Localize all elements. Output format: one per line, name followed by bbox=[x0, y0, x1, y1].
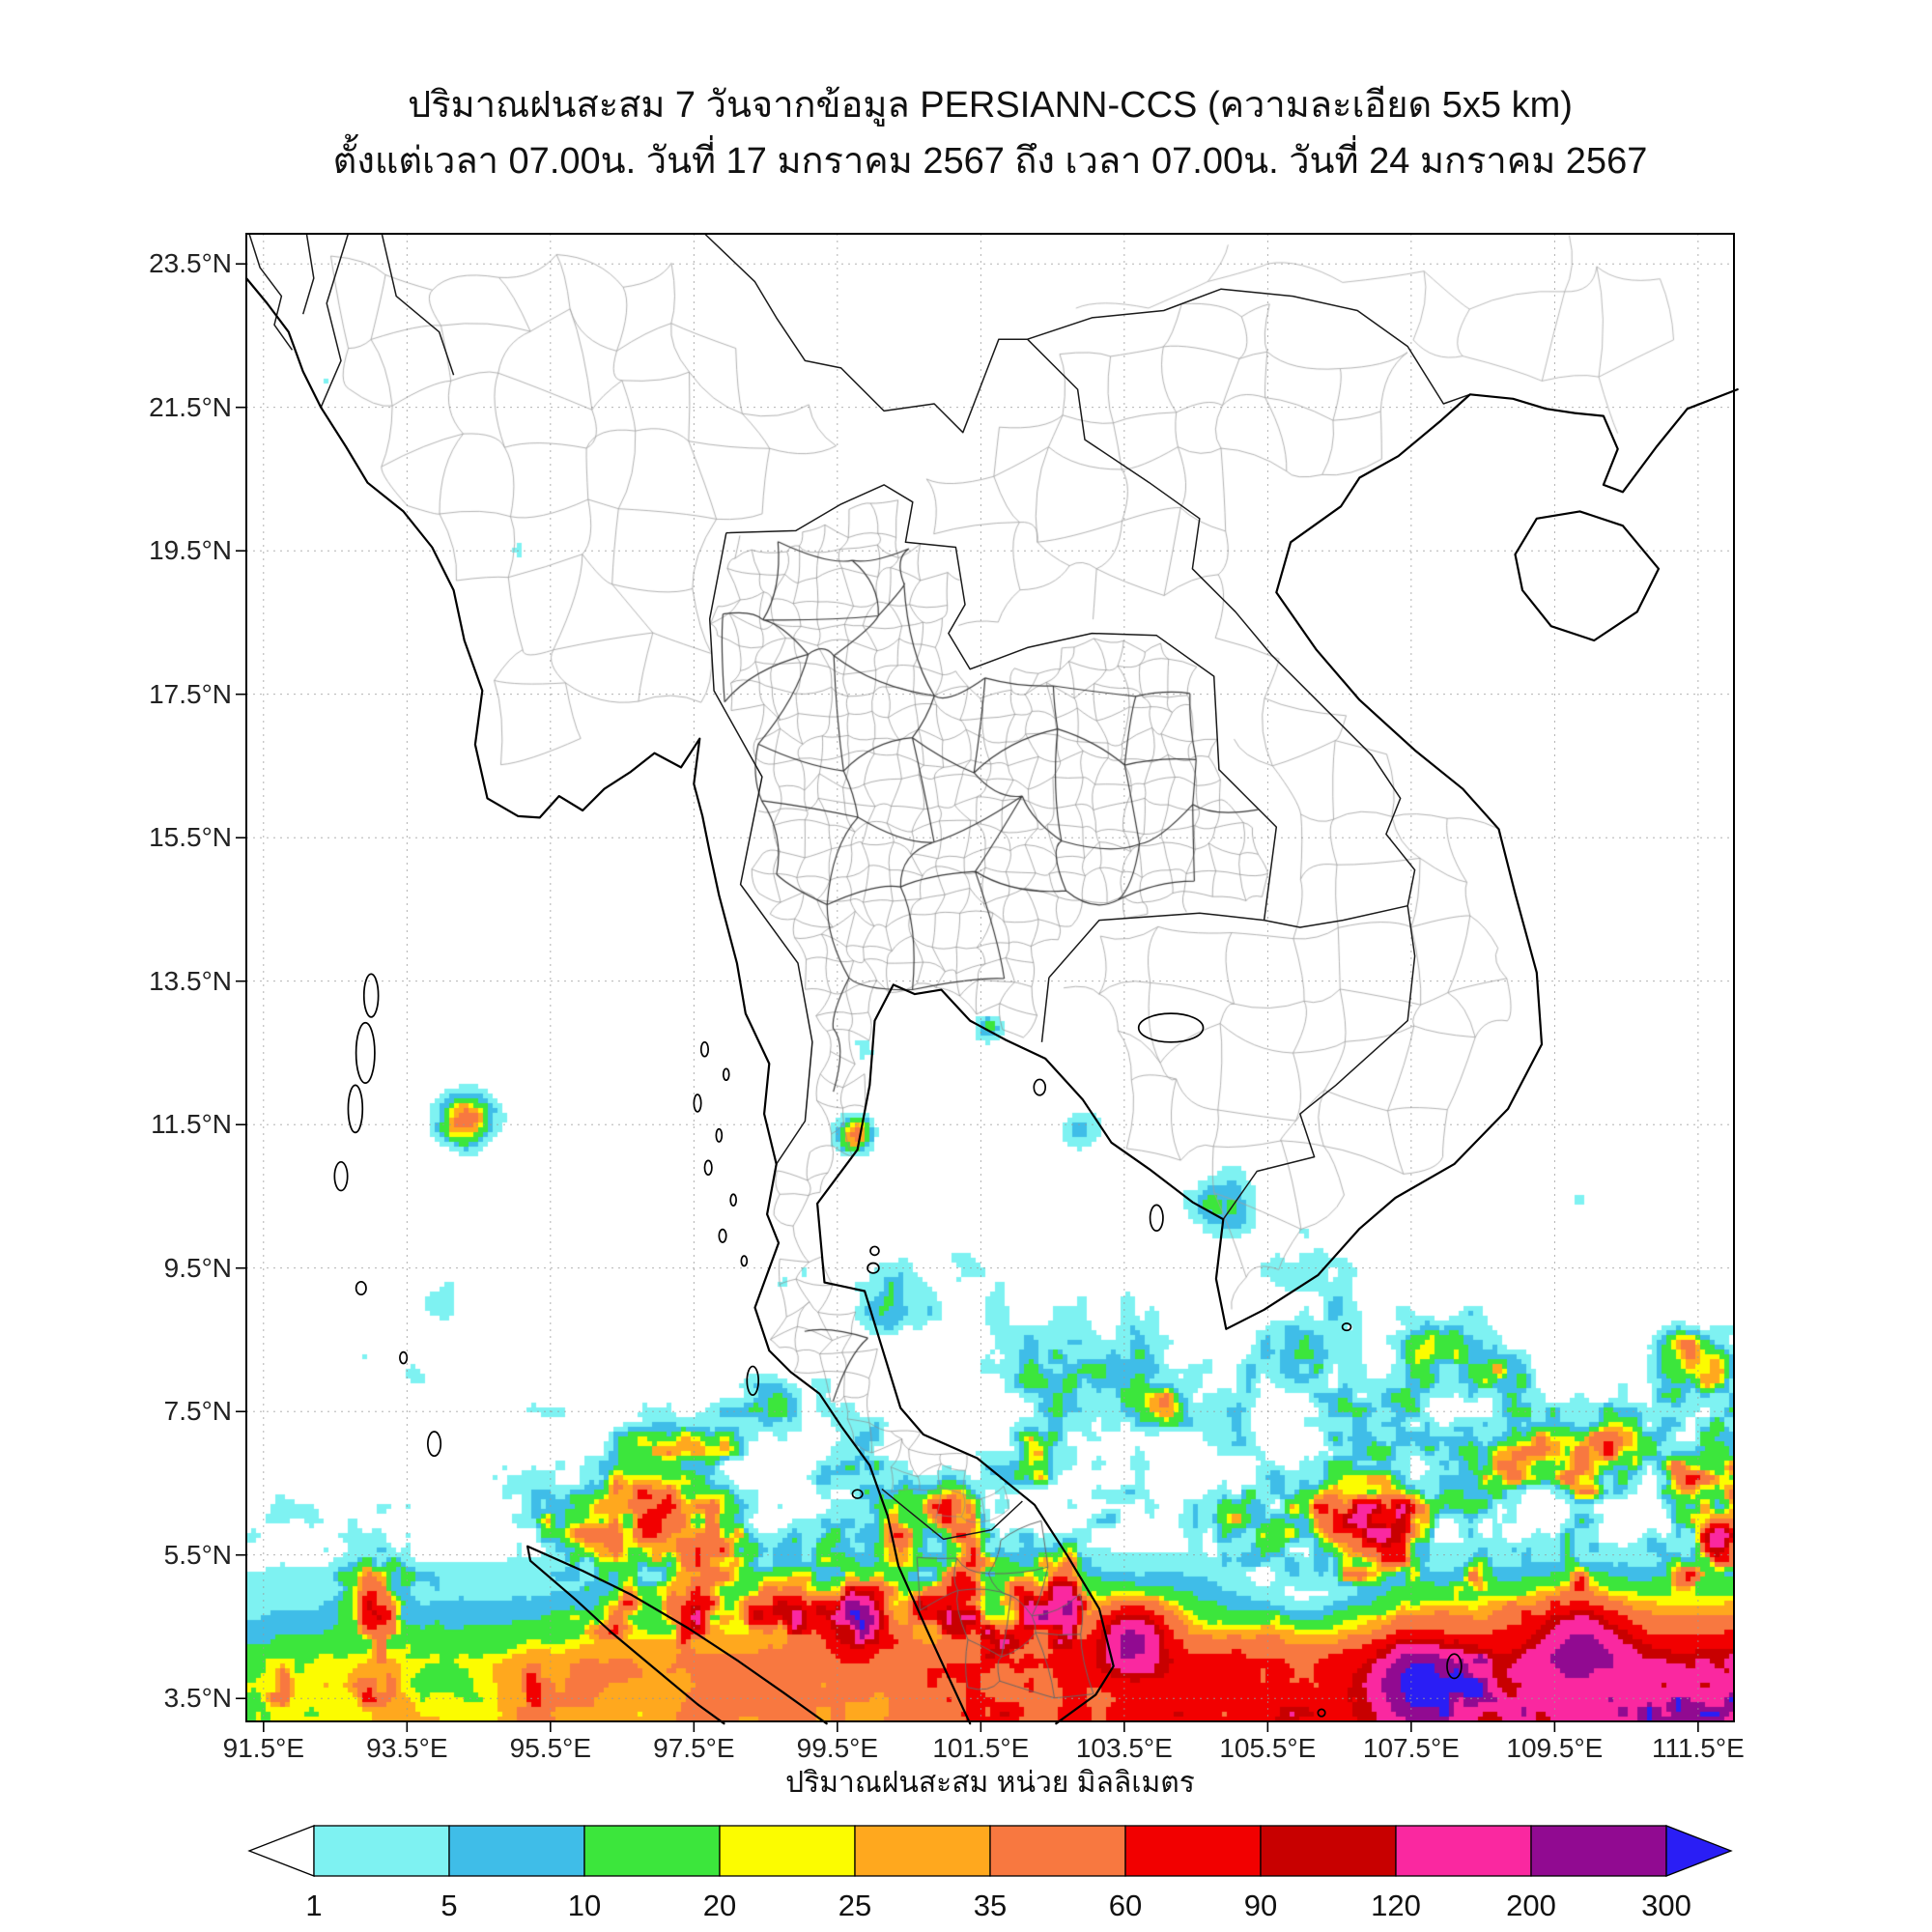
country-border bbox=[301, 233, 315, 315]
island-outline bbox=[399, 1350, 409, 1365]
island-outline bbox=[715, 1127, 724, 1143]
y-axis-tick-label: 23.5°N bbox=[149, 248, 232, 279]
country-border bbox=[320, 233, 350, 408]
island-outline bbox=[1317, 1708, 1326, 1718]
coastline bbox=[1514, 510, 1661, 642]
colorbar-segment bbox=[313, 1825, 450, 1877]
x-axis-tick-label: 93.5°E bbox=[366, 1733, 448, 1763]
island-outline bbox=[1149, 1204, 1164, 1232]
precipitation-raster bbox=[246, 234, 1734, 1721]
island-outline bbox=[746, 1365, 760, 1397]
y-axis-tick-label: 3.5°N bbox=[163, 1683, 232, 1714]
x-axis-tick-label: 99.5°E bbox=[796, 1733, 879, 1763]
x-axis-tick-label: 101.5°E bbox=[932, 1733, 1030, 1763]
colorbar-tick-label: 25 bbox=[838, 1889, 871, 1922]
map-frame bbox=[245, 233, 1735, 1722]
x-axis-tick-label: 105.5°E bbox=[1219, 1733, 1317, 1763]
colorbar-legend: 1 5 10 20 25 35 60 90 120 200 300 bbox=[247, 1825, 1733, 1922]
y-axis-tick-label: 13.5°N bbox=[149, 965, 232, 996]
colorbar-tick-label: 35 bbox=[974, 1889, 1007, 1922]
country-border bbox=[1040, 977, 1050, 1042]
colorbar-tick-label: 1 bbox=[305, 1889, 322, 1922]
island-outline bbox=[729, 1193, 737, 1207]
x-axis-tick-label: 111.5°E bbox=[1651, 1733, 1745, 1763]
x-axis-tick-label: 95.5°E bbox=[509, 1733, 592, 1763]
x-axis-tick-label: 103.5°E bbox=[1075, 1733, 1173, 1763]
y-axis-tick-label: 21.5°N bbox=[149, 391, 232, 422]
colorbar-segment bbox=[854, 1825, 991, 1877]
colorbar-tick-label: 200 bbox=[1506, 1889, 1556, 1922]
colorbar-segment bbox=[448, 1825, 585, 1877]
chart-title: ปริมาณฝนสะสม 7 วันจากข้อมูล PERSIANN-CCS… bbox=[408, 85, 1573, 126]
colorbar-tick-label: 20 bbox=[703, 1889, 736, 1922]
country-border bbox=[1027, 338, 1416, 906]
island-outline bbox=[1341, 1322, 1352, 1332]
island-outline bbox=[693, 1094, 702, 1113]
x-axis-tick-label: 107.5°E bbox=[1362, 1733, 1460, 1763]
country-border bbox=[725, 484, 1278, 921]
island-outline bbox=[427, 1431, 442, 1458]
island-outline bbox=[347, 1084, 364, 1134]
country-border bbox=[881, 1488, 1023, 1541]
map-linework-overlay bbox=[236, 233, 1739, 1732]
country-border bbox=[1222, 905, 1416, 1220]
colorbar-segment bbox=[1395, 1825, 1532, 1877]
colorbar-segment bbox=[1530, 1825, 1667, 1877]
island-outline bbox=[355, 1021, 376, 1085]
country-border bbox=[381, 233, 455, 376]
y-axis-tick-label: 11.5°N bbox=[151, 1109, 232, 1140]
country-border bbox=[248, 233, 294, 351]
coastline bbox=[816, 388, 1739, 1725]
country-border bbox=[1048, 912, 1264, 979]
colorbar-tick-label: 60 bbox=[1109, 1889, 1142, 1922]
coastline bbox=[526, 1545, 828, 1725]
island-outline bbox=[718, 1228, 727, 1243]
y-axis-tick-label: 5.5°N bbox=[163, 1539, 232, 1570]
island-outline bbox=[703, 1159, 713, 1177]
island-outline bbox=[1137, 1012, 1205, 1043]
island-outline bbox=[867, 1262, 880, 1274]
island-outline bbox=[1446, 1653, 1463, 1680]
country-border bbox=[1264, 904, 1408, 928]
country-border bbox=[703, 233, 1028, 434]
island-outline bbox=[740, 1255, 749, 1267]
island-outline bbox=[699, 1040, 710, 1058]
x-axis-tick-label: 109.5°E bbox=[1506, 1733, 1604, 1763]
island-outline bbox=[851, 1489, 864, 1499]
colorbar-segment bbox=[583, 1825, 721, 1877]
colorbar-segment bbox=[989, 1825, 1126, 1877]
colorbar-underflow-arrow bbox=[247, 1825, 315, 1877]
island-outline bbox=[869, 1245, 880, 1257]
y-axis-tick-label: 15.5°N bbox=[149, 822, 232, 853]
y-axis-tick-label: 19.5°N bbox=[149, 535, 232, 566]
island-outline bbox=[362, 973, 380, 1018]
colorbar-segment bbox=[1124, 1825, 1262, 1877]
island-outline bbox=[355, 1280, 367, 1296]
colorbar-tick-label: 90 bbox=[1244, 1889, 1277, 1922]
colorbar-tick-label: 120 bbox=[1371, 1889, 1421, 1922]
colorbar-label: ปริมาณฝนสะสม หน่วย มิลลิเมตร bbox=[785, 1767, 1195, 1799]
x-axis-tick-label: 91.5°E bbox=[222, 1733, 304, 1763]
colorbar-tick-label: 300 bbox=[1641, 1889, 1691, 1922]
country-border bbox=[1027, 288, 1471, 405]
island-outline bbox=[722, 1067, 730, 1082]
y-axis-tick-label: 17.5°N bbox=[149, 678, 232, 709]
x-axis-tick-label: 97.5°E bbox=[653, 1733, 735, 1763]
colorbar-segment bbox=[1260, 1825, 1397, 1877]
coastline bbox=[244, 276, 972, 1725]
island-outline bbox=[1033, 1078, 1047, 1096]
colorbar-tick-label: 5 bbox=[440, 1889, 457, 1922]
island-outline bbox=[333, 1160, 349, 1192]
country-border bbox=[708, 532, 813, 1165]
y-axis-tick-label: 7.5°N bbox=[163, 1396, 232, 1427]
colorbar-overflow-arrow bbox=[1665, 1825, 1733, 1877]
colorbar-segment bbox=[719, 1825, 856, 1877]
y-axis-tick-label: 9.5°N bbox=[163, 1252, 232, 1283]
colorbar-tick-label: 10 bbox=[568, 1889, 601, 1922]
chart-subtitle: ตั้งแต่เวลา 07.00น. วันที่ 17 มกราคม 256… bbox=[332, 141, 1648, 182]
